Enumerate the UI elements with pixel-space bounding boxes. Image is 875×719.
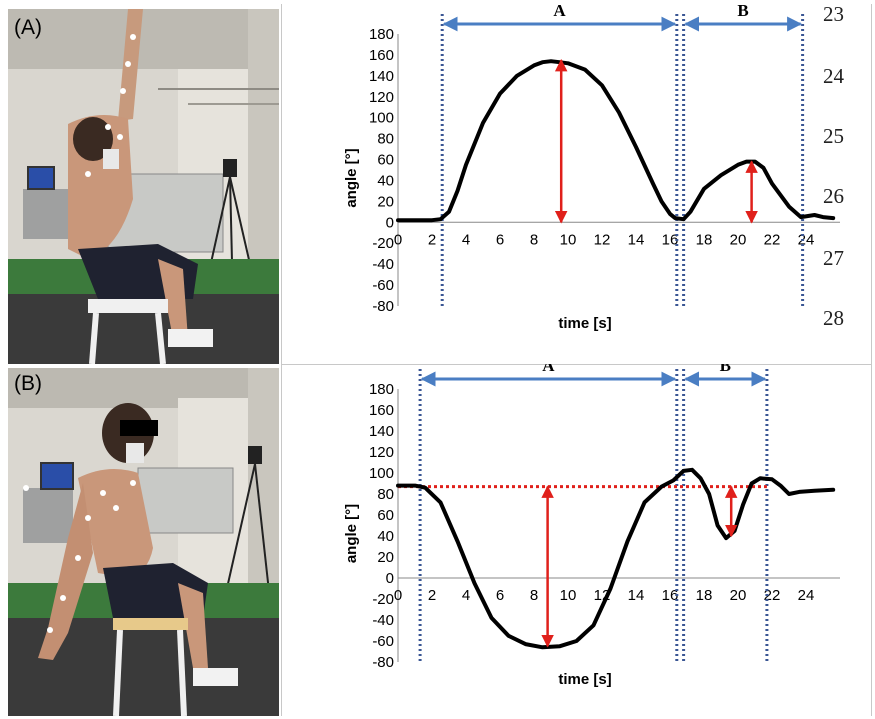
y-tick-label: 0 bbox=[386, 570, 394, 587]
region-label: A bbox=[553, 4, 566, 20]
y-tick-label: -20 bbox=[372, 591, 394, 608]
y-tick-label: 60 bbox=[377, 152, 394, 169]
x-tick-label: 20 bbox=[730, 587, 747, 604]
x-tick-label: 24 bbox=[798, 587, 815, 604]
x-tick-label: 0 bbox=[394, 587, 402, 604]
y-tick-label: -80 bbox=[372, 654, 394, 671]
line-number: 23 bbox=[823, 2, 844, 26]
x-tick-label: 8 bbox=[530, 587, 538, 604]
x-tick-label: 12 bbox=[594, 231, 611, 248]
panel-label-a: (A) bbox=[14, 16, 42, 39]
y-tick-label: -20 bbox=[372, 235, 394, 252]
x-axis-label: time [s] bbox=[558, 671, 611, 688]
x-tick-label: 6 bbox=[496, 587, 504, 604]
chart-b: 180 160 140 120 100 80 60 40 20 0 -20 -40 -60 -80 0 2 4 6… bbox=[282, 356, 872, 714]
y-tick-label: 40 bbox=[377, 528, 394, 545]
y-tick-label: 0 bbox=[386, 214, 394, 231]
y-tick-label: -60 bbox=[372, 277, 394, 294]
region-label: B bbox=[737, 4, 748, 20]
y-tick-label: 80 bbox=[377, 486, 394, 503]
region-label: B bbox=[720, 364, 731, 375]
divider-horizontal bbox=[282, 364, 872, 365]
line-number: 27 bbox=[823, 246, 844, 270]
y-axis-label: angle [°] bbox=[343, 504, 360, 563]
panel-label-b: (B) bbox=[14, 372, 42, 395]
x-tick-label: 24 bbox=[798, 231, 815, 248]
x-tick-label: 4 bbox=[462, 231, 470, 248]
x-tick-label: 16 bbox=[662, 231, 679, 248]
y-tick-label: 120 bbox=[369, 89, 394, 106]
series-line bbox=[396, 467, 836, 650]
x-tick-label: 6 bbox=[496, 231, 504, 248]
x-tick-label: 8 bbox=[530, 231, 538, 248]
y-tick-label: 80 bbox=[377, 131, 394, 148]
x-tick-label: 16 bbox=[662, 587, 679, 604]
y-tick-label: 180 bbox=[369, 381, 394, 398]
line-number: 24 bbox=[823, 64, 844, 88]
y-axis-label: angle [°] bbox=[343, 148, 360, 207]
divider-right bbox=[871, 4, 872, 716]
y-tick-label: 100 bbox=[369, 110, 394, 127]
y-tick-label: 140 bbox=[369, 423, 394, 440]
y-tick-label: -80 bbox=[372, 298, 394, 315]
x-axis-label: time [s] bbox=[558, 315, 611, 332]
photo-arm-raised bbox=[8, 9, 279, 364]
x-tick-label: 18 bbox=[696, 587, 713, 604]
y-tick-label: 60 bbox=[377, 507, 394, 524]
x-tick-label: 2 bbox=[428, 587, 436, 604]
line-number: 25 bbox=[823, 124, 844, 148]
y-tick-label: -40 bbox=[372, 612, 394, 629]
y-tick-label: 180 bbox=[369, 26, 394, 43]
line-number: 28 bbox=[823, 306, 844, 330]
x-tick-label: 4 bbox=[462, 587, 470, 604]
x-tick-label: 2 bbox=[428, 231, 436, 248]
y-tick-label: 40 bbox=[377, 172, 394, 189]
y-tick-label: 20 bbox=[377, 193, 394, 210]
region-label: A bbox=[542, 364, 555, 375]
y-tick-label: 20 bbox=[377, 549, 394, 566]
y-tick-label: -40 bbox=[372, 256, 394, 273]
y-tick-label: 140 bbox=[369, 68, 394, 85]
x-tick-label: 10 bbox=[560, 231, 577, 248]
y-tick-label: 160 bbox=[369, 402, 394, 419]
chart-a: 180 160 140 120 100 80 60 40 20 0 -20 -40 -60 -80 0 2 4 6… bbox=[282, 1, 872, 364]
x-tick-label: 18 bbox=[696, 231, 713, 248]
photo-arm-extended bbox=[8, 368, 279, 716]
x-tick-label: 0 bbox=[394, 231, 402, 248]
y-tick-label: 100 bbox=[369, 465, 394, 482]
line-number: 26 bbox=[823, 184, 844, 208]
x-tick-label: 14 bbox=[628, 587, 645, 604]
series-line bbox=[396, 59, 836, 223]
x-tick-label: 22 bbox=[764, 231, 781, 248]
y-tick-label: 160 bbox=[369, 47, 394, 64]
divider-vertical bbox=[281, 4, 282, 716]
x-tick-label: 14 bbox=[628, 231, 645, 248]
y-tick-label: 120 bbox=[369, 444, 394, 461]
x-tick-label: 20 bbox=[730, 231, 747, 248]
x-tick-label: 10 bbox=[560, 587, 577, 604]
y-tick-label: -60 bbox=[372, 633, 394, 650]
